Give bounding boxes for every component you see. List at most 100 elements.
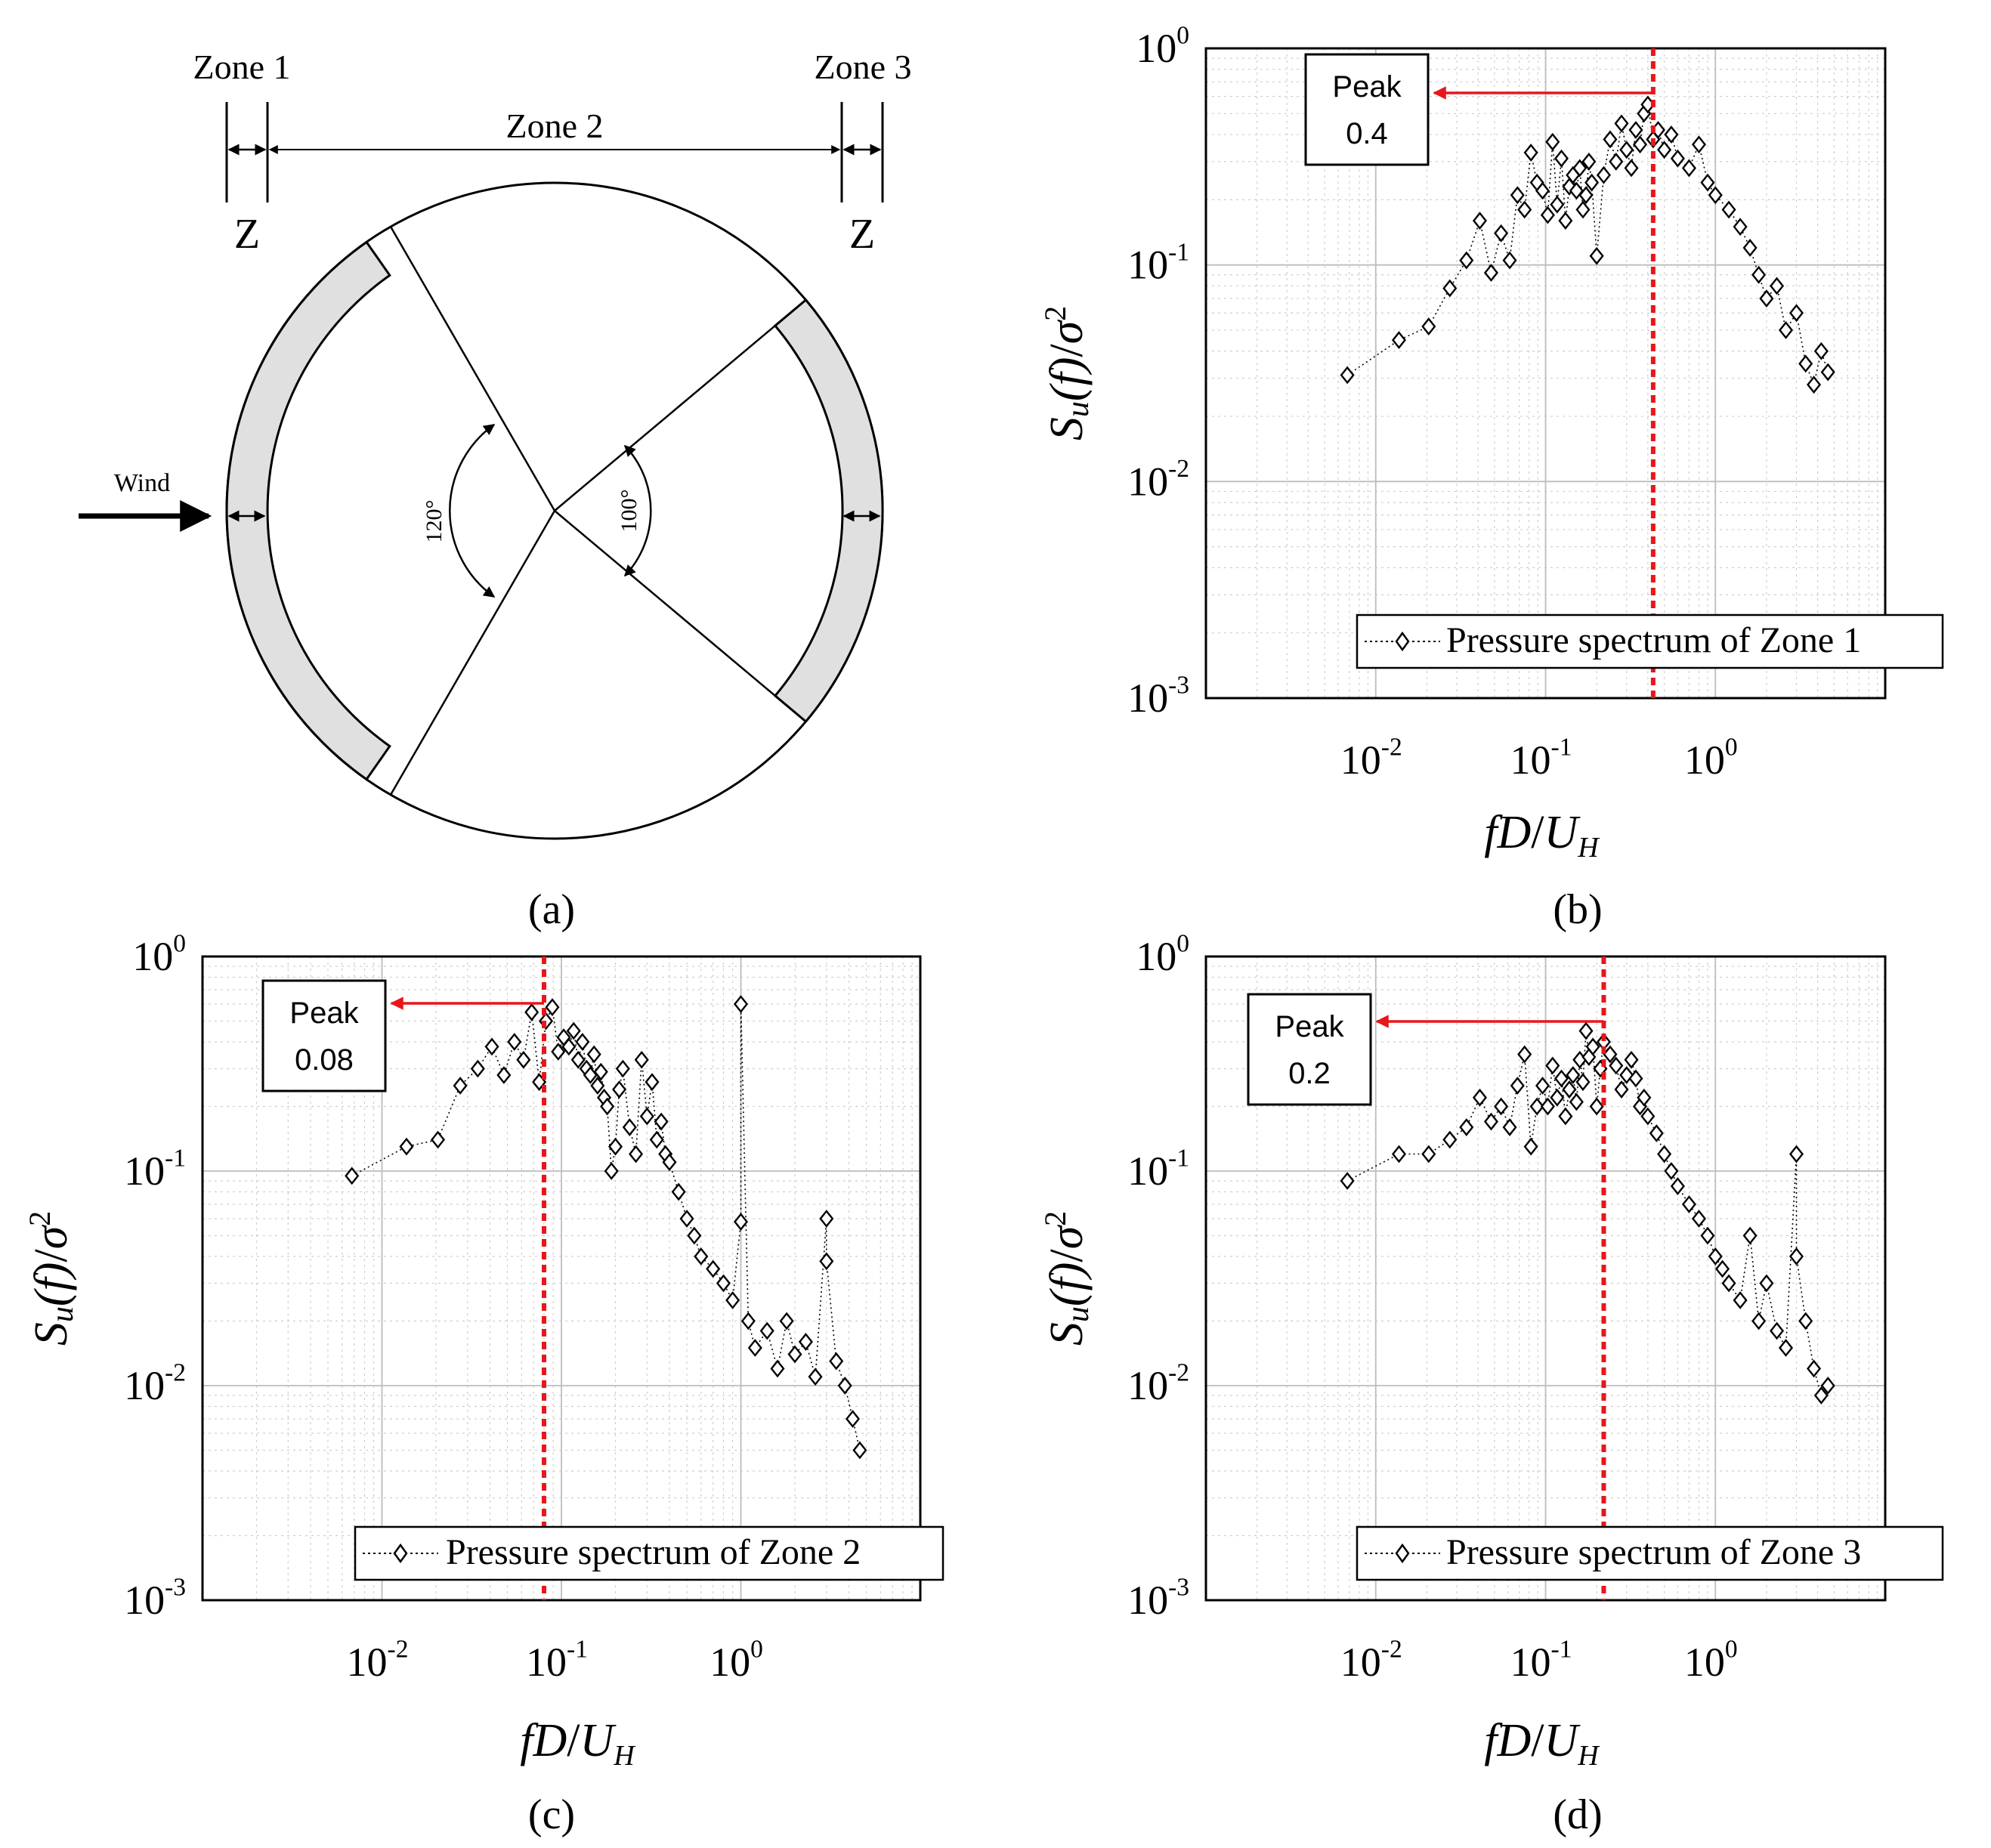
data-point: [586, 1045, 601, 1064]
chart-zone-1: 10-2 10-1 100 10-3 10-2 10-1 100 Peak 0.4 Pres…: [1038, 22, 1944, 933]
chart-zone-3-legend-marker: [1395, 1543, 1410, 1564]
data-point: [1614, 114, 1629, 133]
data-point: [1624, 159, 1639, 178]
chart-zone-1-peak-box: Peak 0.4: [1304, 53, 1430, 166]
data-point: [1609, 152, 1624, 171]
data-point: [1566, 1066, 1581, 1084]
data-point: [1807, 1359, 1822, 1378]
radial-line-ll: [389, 510, 556, 796]
data-point: [566, 1021, 581, 1040]
chart-zone-2-legend-marker: [393, 1543, 408, 1564]
data-point: [1670, 149, 1685, 168]
y-tick-label: 10-1: [124, 1145, 186, 1194]
data-point: [1529, 1097, 1544, 1116]
chart-zone-2-legend: Pressure spectrum of Zone 2: [354, 1525, 944, 1581]
data-point: [1545, 1056, 1560, 1075]
data-point: [1575, 200, 1591, 219]
data-point: [1391, 331, 1407, 349]
data-point: [1558, 1107, 1573, 1126]
radial-line-ur: [554, 299, 807, 511]
data-point: [1572, 159, 1588, 178]
y-tick-label: 100: [1136, 930, 1189, 979]
data-point: [819, 1252, 834, 1271]
data-point: [1751, 1312, 1767, 1330]
data-point: [1759, 289, 1774, 307]
data-point: [1813, 1386, 1829, 1405]
data-point: [716, 1274, 731, 1293]
data-point: [1517, 1045, 1532, 1064]
data-point: [1554, 1069, 1569, 1088]
data-point: [1562, 1080, 1577, 1099]
data-point: [1540, 1097, 1555, 1116]
data-point: [1483, 264, 1498, 282]
wind-label: Wind: [114, 469, 170, 497]
data-point: [1813, 341, 1829, 360]
data-point: [733, 995, 749, 1013]
data-point: [1535, 1077, 1550, 1095]
data-point: [524, 1003, 539, 1021]
data-point: [654, 1112, 669, 1131]
data-point: [1649, 1124, 1664, 1142]
chart-zone-1-xlabel: fD/UH: [1484, 807, 1600, 864]
caption-a: (a): [528, 886, 575, 933]
data-point: [1510, 186, 1525, 205]
data-point: [1721, 200, 1736, 219]
data-point: [604, 1162, 619, 1180]
chart-zone-3-ylabel: Su(f)/σ2: [1038, 1211, 1096, 1346]
data-point: [1545, 132, 1560, 151]
data-point: [1535, 181, 1550, 200]
z-label-left: Z: [234, 211, 260, 258]
data-point: [662, 1153, 677, 1172]
data-point: [1603, 130, 1618, 149]
data-point: [608, 1137, 623, 1156]
data-point: [1708, 1247, 1723, 1265]
x-tick-label: 100: [1684, 734, 1738, 783]
chart-zone-2-ylabel: Su(f)/σ2: [23, 1211, 80, 1346]
chart-zone-1-points: [1340, 95, 1835, 394]
x-tick-label: 10-2: [347, 1636, 409, 1685]
data-point: [1510, 1077, 1525, 1095]
chart-zone-1-ticks: 10-2 10-1 100 10-3 10-2 10-1 100: [1127, 22, 1738, 783]
chart-zone-3-frame: [1204, 955, 1887, 1602]
data-point: [1715, 1259, 1730, 1278]
y-tick-label: 10-1: [1127, 238, 1189, 287]
chart-zone-3-grid: [1205, 956, 1886, 1601]
data-point: [1569, 1092, 1584, 1111]
data-point: [1340, 366, 1355, 385]
chart-zone-3-caption: (d): [1553, 1791, 1602, 1838]
series-line: [1346, 1031, 1829, 1397]
data-point: [1483, 1112, 1498, 1131]
data-point: [1589, 246, 1604, 265]
y-tick-label: 10-2: [1127, 455, 1189, 504]
data-point: [747, 1339, 762, 1357]
x-tick-label: 10-2: [1340, 734, 1402, 783]
chart-zone-1-frame: [1204, 47, 1887, 700]
data-point: [1459, 251, 1474, 270]
data-point: [1700, 173, 1715, 192]
zone1-band: [225, 240, 391, 781]
data-point: [1670, 1177, 1685, 1195]
data-point: [1681, 1195, 1696, 1213]
data-point: [1523, 144, 1538, 162]
data-point: [1562, 178, 1577, 196]
data-point: [1585, 1037, 1600, 1056]
data-point: [1421, 1145, 1436, 1163]
data-point: [770, 1359, 785, 1378]
data-point: [733, 1213, 749, 1231]
angle-right-label: 100°: [617, 490, 642, 533]
data-point: [345, 1167, 360, 1185]
data-point: [1770, 1321, 1785, 1340]
chart-zone-2-peak-title: Peak: [289, 997, 359, 1030]
data-point: [679, 1210, 694, 1228]
data-point: [1637, 1088, 1652, 1107]
data-point: [1459, 1118, 1474, 1136]
data-point: [1628, 121, 1643, 139]
data-point: [1550, 1088, 1565, 1107]
chart-zone-1-peak-value: 0.4: [1346, 117, 1388, 150]
data-point: [649, 1130, 664, 1149]
data-point: [1788, 304, 1804, 323]
data-point: [1472, 212, 1488, 230]
data-point: [399, 1137, 414, 1156]
data-point: [431, 1130, 446, 1149]
data-point: [1494, 1097, 1509, 1116]
